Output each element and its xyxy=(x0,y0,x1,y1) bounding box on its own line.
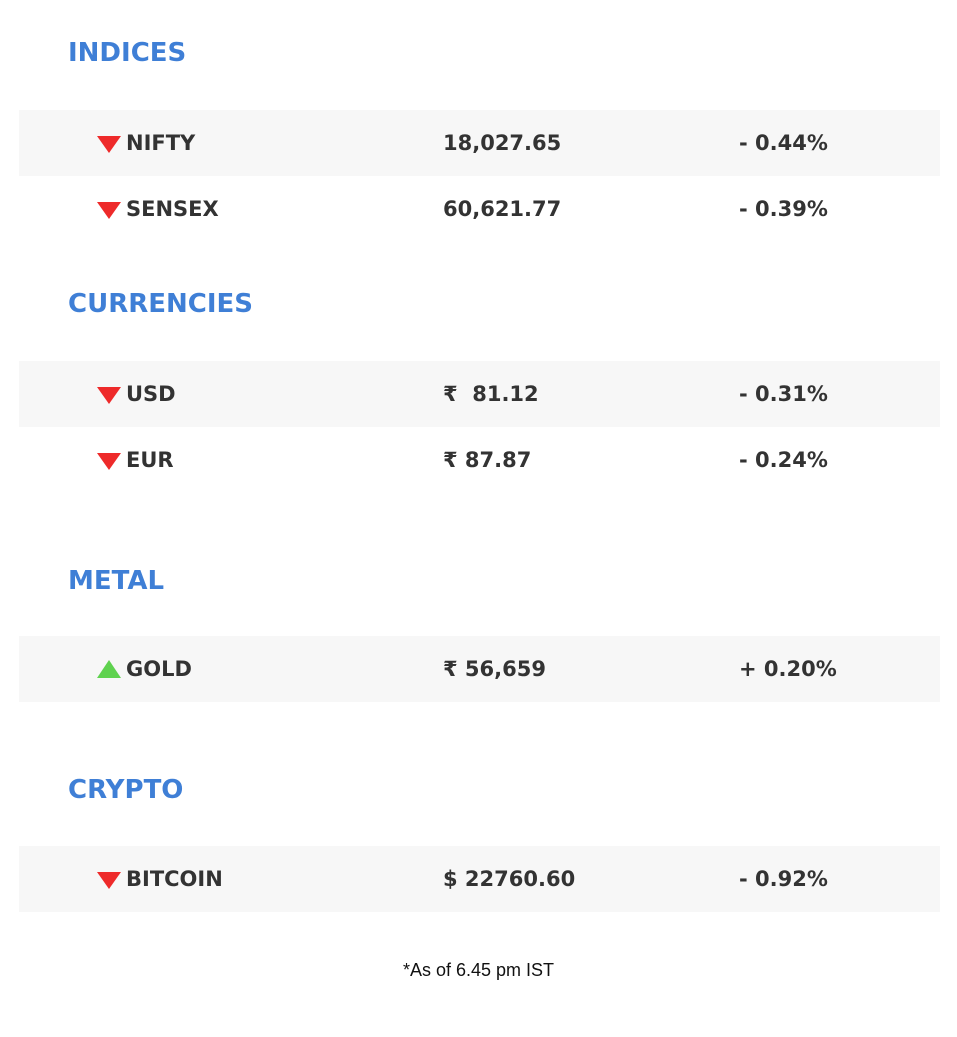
section-title-currencies: CURRENCIES xyxy=(68,289,253,319)
section-title-indices: INDICES xyxy=(68,38,187,68)
instrument-change: - 0.31% xyxy=(739,382,828,406)
instrument-change: - 0.92% xyxy=(739,867,828,891)
instrument-change: + 0.20% xyxy=(739,657,837,681)
triangle-down-icon xyxy=(97,136,121,153)
section-title-metal: METAL xyxy=(68,566,165,596)
table-row-sensex: SENSEX 60,621.77 - 0.39% xyxy=(19,176,940,242)
triangle-down-icon xyxy=(97,872,121,889)
triangle-down-icon xyxy=(97,387,121,404)
triangle-down-icon xyxy=(97,202,121,219)
triangle-down-icon xyxy=(97,453,121,470)
instrument-name: EUR xyxy=(126,448,174,472)
section-title-crypto: CRYPTO xyxy=(68,775,184,805)
instrument-change: - 0.39% xyxy=(739,197,828,221)
instrument-name: SENSEX xyxy=(126,197,219,221)
instrument-change: - 0.24% xyxy=(739,448,828,472)
table-row-usd: USD ₹ 81.12 - 0.31% xyxy=(19,361,940,427)
instrument-value: ₹ 87.87 xyxy=(443,448,532,472)
instrument-value: 60,621.77 xyxy=(443,197,562,221)
instrument-value: $ 22760.60 xyxy=(443,867,576,891)
instrument-name: GOLD xyxy=(126,657,192,681)
instrument-name: USD xyxy=(126,382,176,406)
instrument-value: 18,027.65 xyxy=(443,131,562,155)
table-row-gold: GOLD ₹ 56,659 + 0.20% xyxy=(19,636,940,702)
instrument-name: NIFTY xyxy=(126,131,196,155)
table-row-eur: EUR ₹ 87.87 - 0.24% xyxy=(19,427,940,493)
instrument-value: ₹ 81.12 xyxy=(443,382,539,406)
instrument-value: ₹ 56,659 xyxy=(443,657,546,681)
instrument-name: BITCOIN xyxy=(126,867,223,891)
triangle-up-icon xyxy=(97,660,121,678)
table-row-nifty: NIFTY 18,027.65 - 0.44% xyxy=(19,110,940,176)
instrument-change: - 0.44% xyxy=(739,131,828,155)
table-row-bitcoin: BITCOIN $ 22760.60 - 0.92% xyxy=(19,846,940,912)
footnote: *As of 6.45 pm IST xyxy=(402,960,555,980)
